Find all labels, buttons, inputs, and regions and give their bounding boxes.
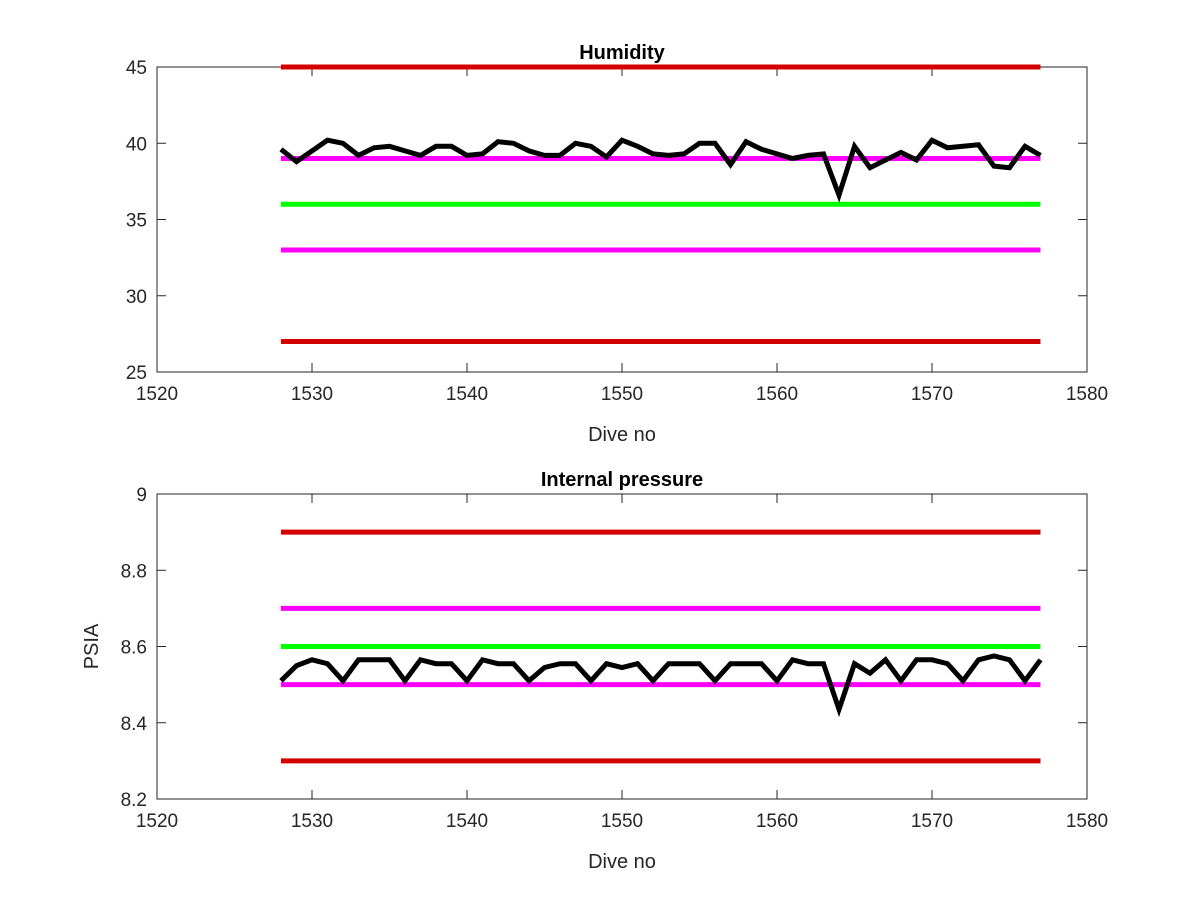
plot1-x-tick-label: 1570 xyxy=(911,384,953,405)
plot2-x-tick-label: 1580 xyxy=(1066,811,1108,832)
plot1-x-tick-label: 1580 xyxy=(1066,384,1108,405)
plot1-x-tick-label: 1560 xyxy=(756,384,798,405)
plot2-y-tick-label: 9 xyxy=(136,485,147,506)
plot1-x-tick-label: 1530 xyxy=(291,384,333,405)
plot1-y-tick-label: 25 xyxy=(126,363,147,384)
plot1-y-tick-label: 45 xyxy=(126,58,147,79)
plot2-x-tick-label: 1570 xyxy=(911,811,953,832)
plot2-x-tick-label: 1540 xyxy=(446,811,488,832)
plot1-x-axis-label: Dive no xyxy=(588,424,656,446)
plot2-x-tick-label: 1530 xyxy=(291,811,333,832)
plot2-axes: 1520 1530 1540 1550 1560 1570 1580 8.2 8.4 8.6 8.8… xyxy=(81,469,1108,873)
plot2-y-axis-label: PSIA xyxy=(81,623,103,669)
plot1-x-tick-label: 1550 xyxy=(601,384,643,405)
plot1-y-tick-label: 40 xyxy=(126,134,147,155)
plot2-y-tick-label: 8.2 xyxy=(121,790,147,811)
plot1-y-tick-label: 35 xyxy=(126,211,147,232)
plot2-x-tick-label: 1560 xyxy=(756,811,798,832)
plot1-title: Humidity xyxy=(579,42,665,64)
plot2-y-tick-label: 8.4 xyxy=(121,714,148,735)
plot2-y-tick-label: 8.8 xyxy=(121,561,147,582)
plot1-x-tick-label: 1520 xyxy=(136,384,178,405)
plot2-title: Internal pressure xyxy=(541,469,703,491)
plot2-y-tick-label: 8.6 xyxy=(121,638,147,659)
plot2-x-axis-label: Dive no xyxy=(588,851,656,873)
plot2-x-tick-label: 1550 xyxy=(601,811,643,832)
plot2-x-tick-label: 1520 xyxy=(136,811,178,832)
plot1-axes: 1520 1530 1540 1550 1560 1570 1580 25 30 35 40 45 Hu… xyxy=(126,42,1108,446)
plot1-axes-box xyxy=(157,67,1087,372)
plot1-y-tick-label: 30 xyxy=(126,287,147,308)
plot1-x-tick-label: 1540 xyxy=(446,384,488,405)
